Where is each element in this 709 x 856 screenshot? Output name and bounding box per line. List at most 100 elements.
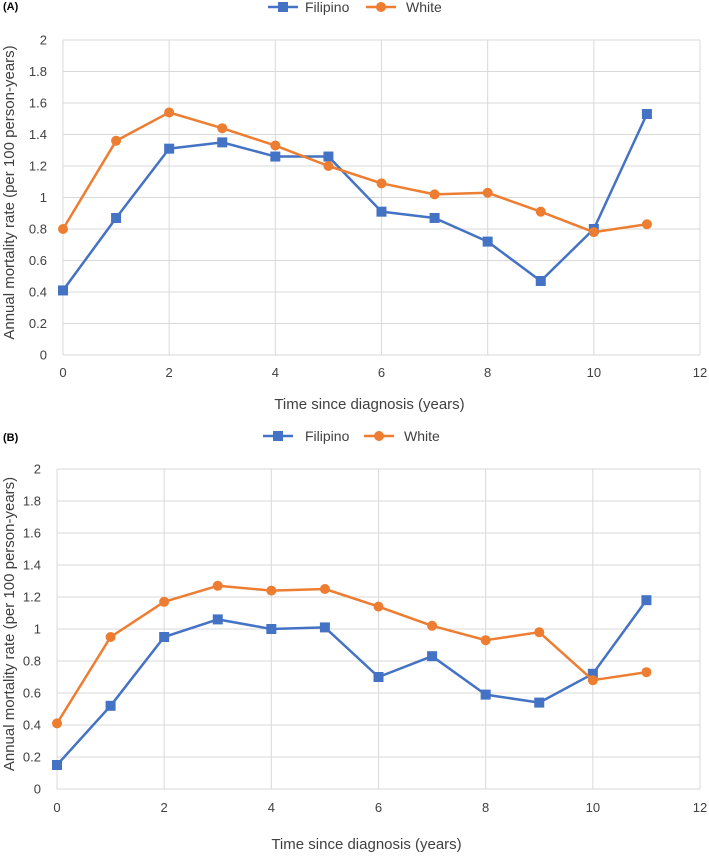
series-line	[55, 584, 647, 725]
x-axis-title: Time since diagnosis (years)	[271, 836, 461, 853]
data-point	[319, 584, 330, 594]
x-tick-label: 4	[268, 800, 275, 815]
x-tick-label: 2	[161, 800, 168, 815]
data-point	[105, 700, 116, 711]
chart-panel-b: (B) 0 0.2 0.4 0.6 0.8 1 1.2 1.4 1.6 1.8 2 0 2 4 6 8 10 12 T…	[1, 428, 707, 853]
y-tick-label: 2	[40, 33, 47, 48]
y-tick-label: 0.8	[29, 222, 47, 237]
data-point	[58, 285, 68, 296]
data-point	[266, 624, 277, 634]
chart-panel-a: (A) 0 0.2 0.4 0.6 0.8 1 1.2 1.4 1.6 1.8 2 0 2 4 6 8 10 12 T…	[1, 0, 707, 413]
y-tick-label: 1.8	[23, 494, 41, 509]
data-point	[535, 275, 546, 286]
data-point	[429, 212, 440, 223]
series-white	[58, 107, 652, 238]
legend-label: Filipino	[305, 428, 350, 444]
y-tick-label: 0.6	[23, 686, 41, 701]
data-point	[111, 135, 122, 146]
data-point	[376, 206, 387, 217]
x-axis-title: Time since diagnosis (years)	[274, 396, 464, 413]
y-tick-label: 0	[40, 348, 47, 363]
series-filipino	[58, 109, 652, 296]
legend-item-white: White	[364, 428, 440, 444]
data-point	[217, 123, 228, 134]
data-point	[159, 632, 170, 642]
panel-label: (A)	[3, 1, 19, 13]
y-tick-label: 2	[34, 462, 41, 477]
legend-square-marker	[273, 431, 283, 441]
x-tick-label: 12	[693, 365, 707, 380]
data-point	[323, 161, 334, 171]
data-point	[480, 689, 491, 700]
y-axis-title: Annual mortality rate (per 100 person-ye…	[1, 477, 18, 771]
data-point	[105, 632, 116, 642]
data-point	[111, 212, 122, 223]
data-point	[373, 672, 384, 682]
legend-square-marker	[278, 2, 288, 12]
data-point	[376, 178, 387, 189]
y-tick-label: 1.4	[23, 558, 41, 573]
data-point	[588, 227, 599, 238]
data-point	[482, 187, 493, 198]
data-point	[534, 627, 545, 638]
data-point	[373, 601, 384, 612]
y-tick-label: 1.2	[29, 159, 47, 174]
x-tick-label: 8	[482, 800, 489, 815]
legend-circle-marker	[376, 2, 386, 12]
data-point	[641, 595, 652, 606]
data-point	[480, 635, 491, 646]
y-tick-label: 0	[34, 782, 41, 797]
data-point	[534, 697, 545, 708]
y-tick-label: 0.2	[23, 750, 41, 765]
series-line	[61, 113, 649, 292]
panel-label: (B)	[3, 432, 19, 444]
data-point	[52, 718, 62, 729]
data-point	[323, 151, 334, 162]
y-axis-title: Annual mortality rate (per 100 person-ye…	[1, 45, 18, 339]
y-tick-label: 0.2	[29, 316, 47, 331]
y-tick-label: 1	[34, 622, 41, 637]
data-point	[587, 675, 598, 686]
y-tick-label: 1	[40, 190, 47, 205]
data-point	[641, 219, 652, 230]
x-tick-label: 4	[272, 365, 279, 380]
y-tick-label: 1.2	[23, 590, 41, 605]
y-tick-label: 1.6	[23, 526, 41, 541]
data-point	[212, 614, 223, 625]
data-point	[52, 760, 62, 770]
x-tick-label: 0	[53, 800, 60, 815]
data-point	[427, 620, 438, 631]
data-point	[58, 224, 68, 234]
data-point	[427, 651, 438, 662]
y-tick-label: 0.6	[29, 253, 47, 268]
data-point	[641, 667, 652, 678]
y-tick-label: 0.8	[23, 654, 41, 669]
data-point	[641, 109, 652, 120]
data-point	[482, 236, 493, 247]
x-tick-label: 2	[166, 365, 173, 380]
data-point	[164, 143, 175, 154]
legend-item-filipino: Filipino	[263, 428, 350, 444]
series-filipino	[52, 595, 652, 770]
x-tick-label: 10	[587, 365, 601, 380]
x-tick-label: 12	[693, 800, 707, 815]
data-point	[535, 206, 546, 217]
series-white	[52, 580, 652, 729]
data-point	[164, 107, 175, 118]
y-tick-label: 1.4	[29, 127, 47, 142]
legend-label: White	[404, 428, 440, 444]
x-tick-label: 8	[484, 365, 491, 380]
x-tick-label: 6	[375, 800, 382, 815]
series-line	[61, 111, 648, 234]
y-tick-label: 1.6	[29, 96, 47, 111]
data-point	[217, 137, 228, 148]
data-point	[587, 668, 598, 679]
legend-item-filipino: Filipino	[268, 0, 350, 15]
data-point	[270, 151, 281, 162]
data-point	[270, 140, 281, 151]
data-point	[212, 580, 223, 591]
y-tick-label: 1.8	[29, 64, 47, 79]
y-tick-label: 0.4	[29, 285, 47, 300]
legend-item-white: White	[366, 0, 442, 15]
